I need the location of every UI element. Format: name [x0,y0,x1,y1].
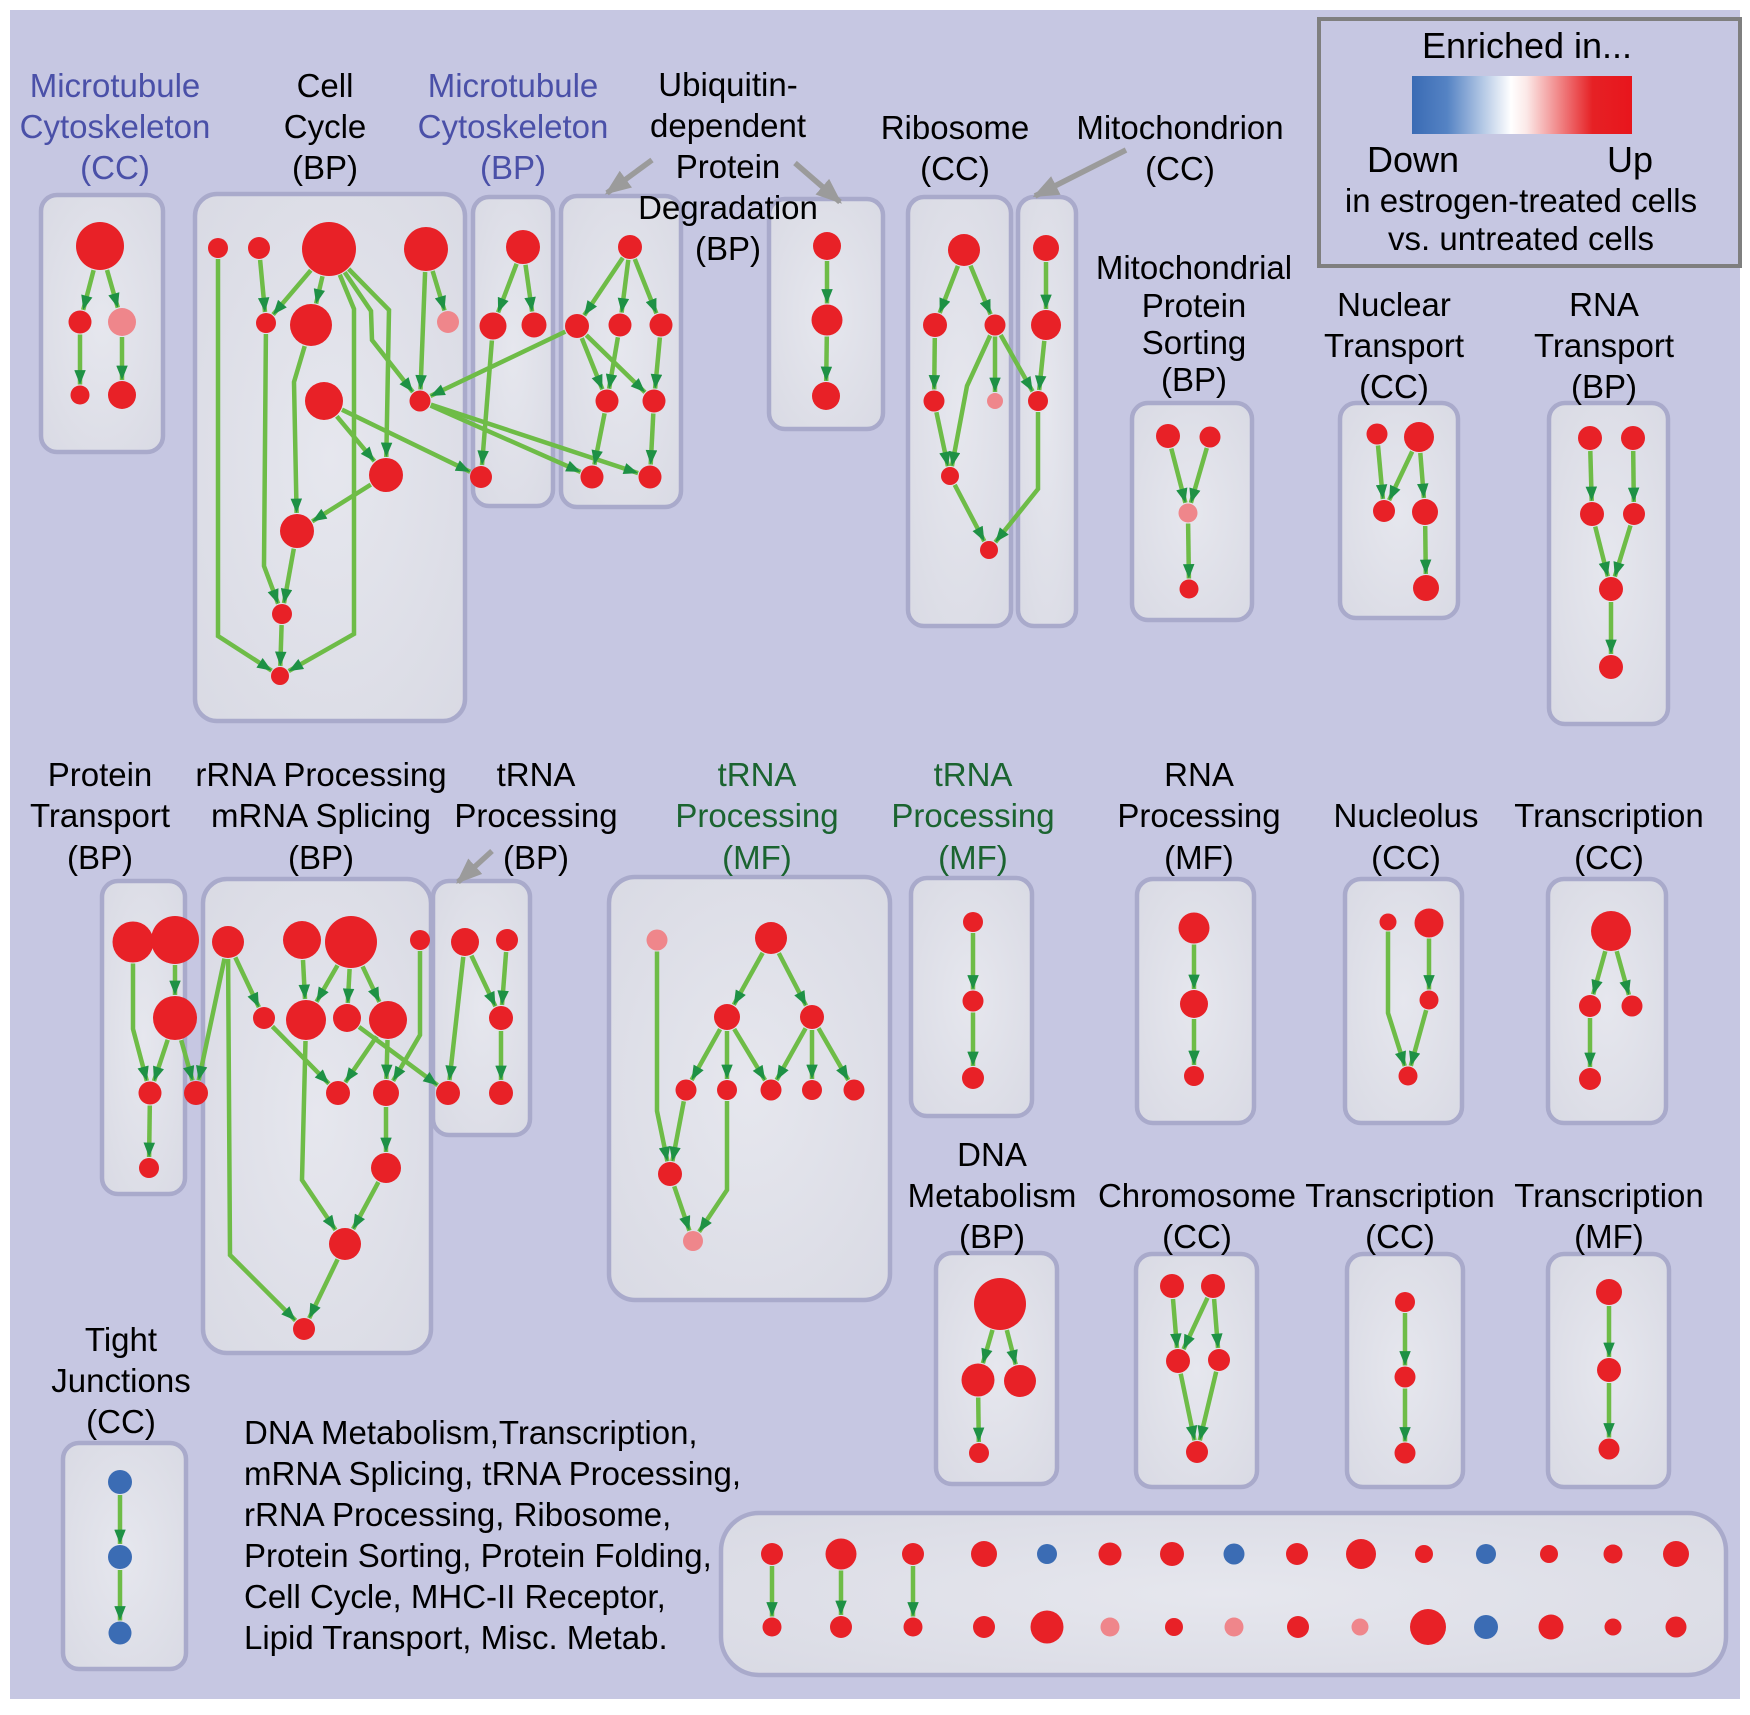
svg-text:Junctions: Junctions [51,1362,190,1399]
svg-text:Protein: Protein [48,756,153,793]
svg-text:(MF): (MF) [938,839,1008,876]
svg-text:(BP): (BP) [503,839,569,876]
svg-text:(CC): (CC) [80,149,150,186]
svg-text:Microtubule: Microtubule [30,67,201,104]
svg-text:(CC): (CC) [920,150,990,187]
svg-text:Processing: Processing [675,797,838,834]
svg-text:Tight: Tight [85,1321,157,1358]
svg-text:(CC): (CC) [1162,1218,1232,1255]
svg-text:Metabolism: Metabolism [908,1177,1077,1214]
svg-text:(MF): (MF) [1574,1218,1644,1255]
svg-text:(CC): (CC) [1574,839,1644,876]
svg-text:Mitochondrion: Mitochondrion [1076,109,1283,146]
svg-text:Up: Up [1607,139,1653,180]
svg-text:Cell: Cell [297,67,354,104]
svg-text:(BP): (BP) [1161,361,1227,398]
svg-text:Enriched in...: Enriched in... [1422,25,1632,66]
svg-text:Nucleolus: Nucleolus [1334,797,1479,834]
svg-text:tRNA: tRNA [497,756,576,793]
svg-text:(CC): (CC) [86,1403,156,1440]
svg-text:Nuclear: Nuclear [1337,286,1451,323]
svg-text:mRNA Splicing: mRNA Splicing [211,797,431,834]
svg-text:Cell Cycle, MHC-II Receptor,: Cell Cycle, MHC-II Receptor, [244,1578,666,1615]
svg-text:Sorting: Sorting [1142,324,1247,361]
svg-text:Cycle: Cycle [284,108,367,145]
svg-text:(BP): (BP) [480,149,546,186]
svg-text:(BP): (BP) [288,839,354,876]
svg-text:Transcription: Transcription [1514,1177,1704,1214]
svg-text:Ubiquitin-: Ubiquitin- [658,66,797,103]
svg-text:tRNA: tRNA [718,756,797,793]
svg-text:(BP): (BP) [959,1218,1025,1255]
svg-text:Degradation: Degradation [638,189,818,226]
svg-text:RNA: RNA [1569,286,1639,323]
svg-text:Processing: Processing [1117,797,1280,834]
svg-text:rRNA Processing: rRNA Processing [195,756,446,793]
svg-text:(BP): (BP) [292,149,358,186]
svg-text:(CC): (CC) [1145,150,1215,187]
svg-text:(MF): (MF) [1164,839,1234,876]
svg-text:(CC): (CC) [1359,368,1429,405]
svg-text:(CC): (CC) [1365,1218,1435,1255]
svg-text:Transport: Transport [1324,327,1464,364]
svg-text:(BP): (BP) [67,839,133,876]
svg-text:Cytoskeleton: Cytoskeleton [418,108,609,145]
svg-text:Cytoskeleton: Cytoskeleton [20,108,211,145]
svg-text:RNA: RNA [1164,756,1234,793]
svg-text:DNA: DNA [957,1136,1027,1173]
svg-text:(MF): (MF) [722,839,792,876]
svg-text:(CC): (CC) [1371,839,1441,876]
svg-text:DNA Metabolism,Transcription,: DNA Metabolism,Transcription, [244,1414,698,1451]
svg-text:in estrogen-treated cells: in estrogen-treated cells [1345,182,1697,219]
svg-text:Protein: Protein [1142,287,1247,324]
svg-text:Transport: Transport [30,797,170,834]
svg-text:tRNA: tRNA [934,756,1013,793]
svg-text:Ribosome: Ribosome [881,109,1030,146]
svg-text:Protein Sorting, Protein Foldi: Protein Sorting, Protein Folding, [244,1537,712,1574]
svg-text:vs. untreated cells: vs. untreated cells [1388,220,1654,257]
svg-text:Transport: Transport [1534,327,1674,364]
svg-text:Protein: Protein [676,148,781,185]
svg-text:Mitochondrial: Mitochondrial [1096,249,1292,286]
svg-text:mRNA Splicing, tRNA Processing: mRNA Splicing, tRNA Processing, [244,1455,741,1492]
svg-text:Lipid Transport, Misc. Metab.: Lipid Transport, Misc. Metab. [244,1619,668,1656]
svg-text:Down: Down [1367,139,1459,180]
svg-text:(BP): (BP) [1571,368,1637,405]
svg-text:Processing: Processing [891,797,1054,834]
svg-text:Transcription: Transcription [1305,1177,1495,1214]
svg-text:Processing: Processing [454,797,617,834]
svg-text:Transcription: Transcription [1514,797,1704,834]
svg-text:Microtubule: Microtubule [428,67,599,104]
svg-text:(BP): (BP) [695,230,761,267]
svg-text:dependent: dependent [650,107,806,144]
svg-text:Chromosome: Chromosome [1098,1177,1296,1214]
svg-text:rRNA Processing, Ribosome,: rRNA Processing, Ribosome, [244,1496,671,1533]
